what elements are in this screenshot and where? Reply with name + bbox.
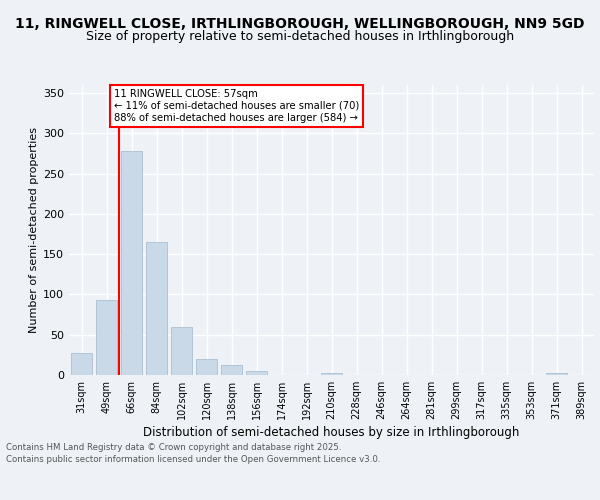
Text: Contains public sector information licensed under the Open Government Licence v3: Contains public sector information licen…: [6, 455, 380, 464]
Bar: [171, 326, 192, 375]
Bar: [196, 359, 217, 375]
Bar: [246, 371, 267, 375]
Bar: [321, 372, 342, 375]
X-axis label: Distribution of semi-detached houses by size in Irthlingborough: Distribution of semi-detached houses by …: [143, 426, 520, 439]
Bar: [71, 353, 92, 375]
Bar: [546, 374, 567, 375]
Y-axis label: Number of semi-detached properties: Number of semi-detached properties: [29, 127, 39, 333]
Text: Size of property relative to semi-detached houses in Irthlingborough: Size of property relative to semi-detach…: [86, 30, 514, 43]
Text: 11 RINGWELL CLOSE: 57sqm
← 11% of semi-detached houses are smaller (70)
88% of s: 11 RINGWELL CLOSE: 57sqm ← 11% of semi-d…: [113, 90, 359, 122]
Text: 11, RINGWELL CLOSE, IRTHLINGBOROUGH, WELLINGBOROUGH, NN9 5GD: 11, RINGWELL CLOSE, IRTHLINGBOROUGH, WEL…: [15, 18, 585, 32]
Text: Contains HM Land Registry data © Crown copyright and database right 2025.: Contains HM Land Registry data © Crown c…: [6, 442, 341, 452]
Bar: [121, 151, 142, 375]
Bar: [221, 364, 242, 375]
Bar: [96, 300, 117, 375]
Bar: [146, 242, 167, 375]
